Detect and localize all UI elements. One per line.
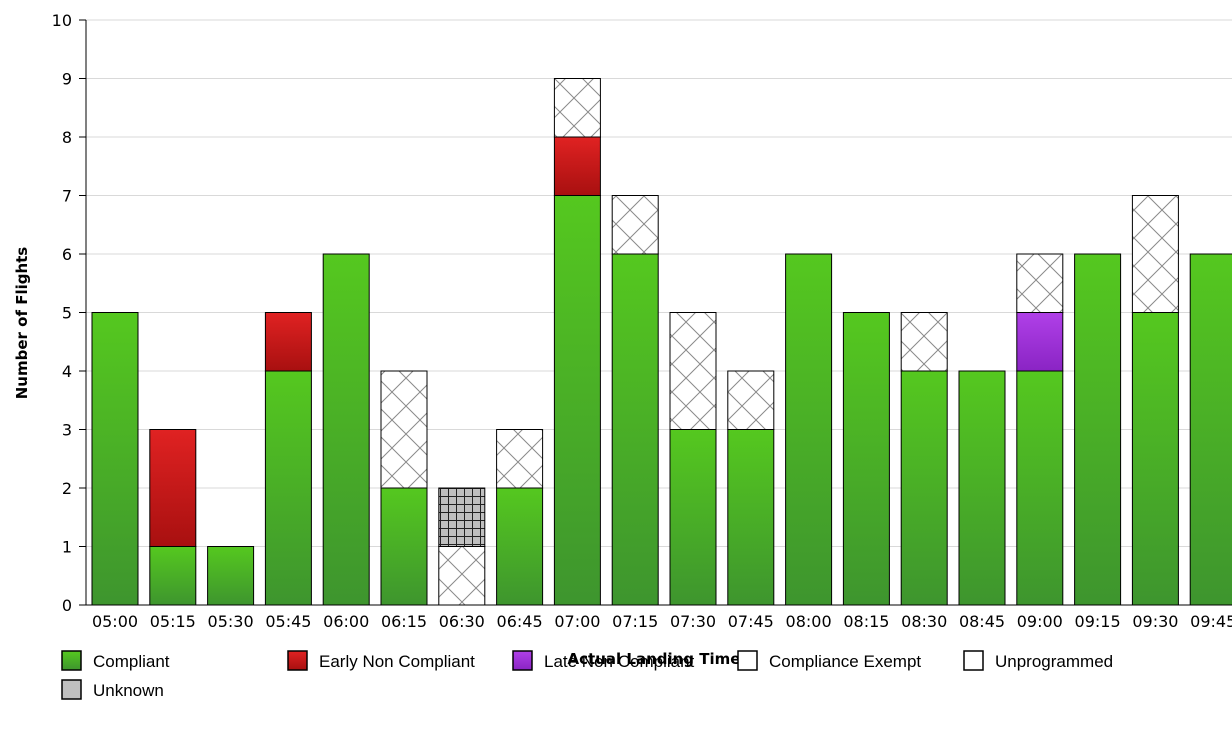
bar-segment	[91, 312, 139, 606]
x-tick-label: 07:30	[670, 612, 716, 631]
y-tick-label: 1	[62, 538, 72, 557]
legend-label: Early Non Compliant	[319, 652, 475, 671]
x-tick-label: 06:00	[323, 612, 369, 631]
legend-swatch	[287, 650, 308, 671]
bar-segment	[149, 429, 197, 547]
bar-segment	[380, 487, 428, 606]
legend-label: Unprogrammed	[995, 652, 1113, 671]
legend-swatch	[737, 650, 758, 671]
x-tick-label: 07:15	[612, 612, 658, 631]
y-tick-label: 0	[62, 596, 72, 615]
bar-segment	[496, 429, 544, 489]
bar-segment	[669, 312, 717, 430]
legend-swatch	[963, 650, 984, 671]
bar-segment	[611, 195, 659, 255]
x-tick-label: 09:15	[1075, 612, 1121, 631]
legend: Compliant Early Non Compliant Late Non Com…	[61, 650, 1113, 700]
bar-segment	[438, 487, 486, 547]
y-tick-label: 7	[62, 187, 72, 206]
x-tick-label: 06:30	[439, 612, 485, 631]
bar-segment	[785, 253, 833, 606]
bar-segment	[1016, 253, 1064, 313]
x-tick-label: 07:45	[728, 612, 774, 631]
legend-label: Compliance Exempt	[769, 652, 921, 671]
y-tick-label: 9	[62, 70, 72, 89]
y-tick-label: 10	[52, 11, 72, 30]
bar-segment	[1189, 253, 1232, 606]
bar-segment	[264, 370, 312, 606]
x-tick-label: 05:30	[208, 612, 254, 631]
x-tick-label: 09:00	[1017, 612, 1063, 631]
bar-segment	[207, 546, 255, 606]
bar-segment	[553, 78, 601, 138]
legend-swatch	[512, 650, 533, 671]
legend-label: Unknown	[93, 681, 164, 700]
bars	[91, 78, 1232, 606]
x-tick-label: 08:15	[843, 612, 889, 631]
bar-segment	[264, 312, 312, 372]
y-tick-label: 3	[62, 421, 72, 440]
x-axis-title: Actual Landing Time	[568, 650, 741, 668]
x-tick-label: 05:00	[92, 612, 138, 631]
bar-segment	[1131, 312, 1179, 606]
x-tick-label: 07:00	[554, 612, 600, 631]
x-tick-label: 06:15	[381, 612, 427, 631]
x-tick-label: 09:45	[1190, 612, 1232, 631]
tick-labels: 0 1 2 3 4 5 6 7 8 9 10 05:00 05:15 05:30 05:45 06:00 06:…	[52, 11, 1232, 631]
bar-segment	[438, 546, 486, 606]
bar-segment	[842, 312, 890, 606]
bar-segment	[1131, 195, 1179, 313]
x-tick-label: 08:45	[959, 612, 1005, 631]
y-tick-label: 8	[62, 128, 72, 147]
bar-segment	[496, 487, 544, 606]
bar-segment	[553, 136, 601, 196]
bar-segment	[553, 195, 601, 606]
legend-swatch	[61, 679, 82, 700]
bar-segment	[727, 370, 775, 430]
bar-segment	[149, 546, 197, 606]
bar-segment	[1074, 253, 1122, 606]
legend-swatch	[61, 650, 82, 671]
x-tick-label: 06:45	[497, 612, 543, 631]
legend-label: Compliant	[93, 652, 170, 671]
bar-segment	[322, 253, 370, 606]
bar-segment	[1016, 370, 1064, 606]
x-tick-label: 05:15	[150, 612, 196, 631]
y-tick-label: 2	[62, 479, 72, 498]
bar-segment	[1016, 312, 1064, 372]
x-tick-label: 05:45	[265, 612, 311, 631]
x-tick-label: 08:30	[901, 612, 947, 631]
x-tick-label: 08:00	[786, 612, 832, 631]
legend-label: Late Non Compliant	[544, 652, 695, 671]
bar-segment	[611, 253, 659, 606]
bar-segment	[900, 312, 948, 372]
bar-segment	[380, 370, 428, 489]
y-tick-label: 4	[62, 362, 72, 381]
bar-segment	[900, 370, 948, 606]
bar-segment	[958, 370, 1006, 606]
y-tick-label: 5	[62, 304, 72, 323]
bar-segment	[727, 429, 775, 606]
y-axis-title: Number of Flights	[13, 247, 31, 400]
bar-segment	[669, 429, 717, 606]
x-tick-label: 09:30	[1132, 612, 1178, 631]
y-tick-label: 6	[62, 245, 72, 264]
